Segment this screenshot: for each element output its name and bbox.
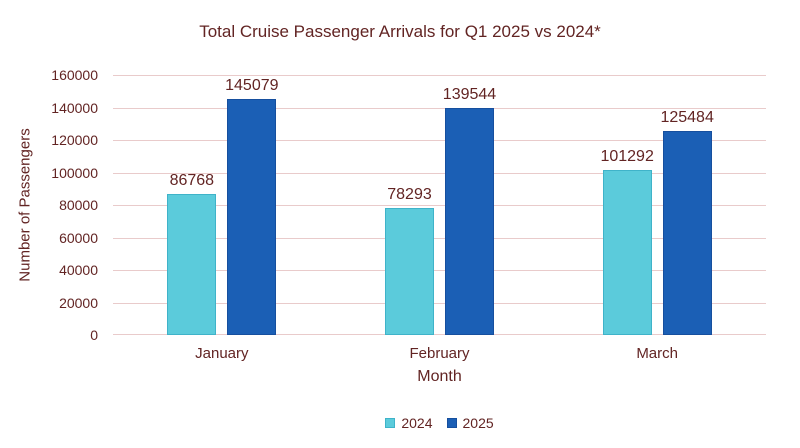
- data-label-2025-january: 145079: [225, 77, 279, 95]
- y-tick-label: 100000: [51, 164, 98, 181]
- legend-label-2024: 2024: [401, 415, 433, 431]
- gridline: [113, 107, 766, 109]
- data-label-2024-february: 78293: [387, 185, 432, 203]
- y-tick-label: 120000: [51, 132, 98, 148]
- bar-2025-february: [445, 108, 494, 335]
- data-label-2024-january: 86768: [169, 172, 215, 189]
- y-tick-label: 20000: [59, 294, 98, 311]
- bar-2025-january: [227, 99, 277, 335]
- gridline: [113, 140, 766, 141]
- y-tick-label: 0: [90, 327, 98, 343]
- y-tick-label: 60000: [59, 229, 98, 246]
- bar-2024-march: [602, 170, 652, 335]
- x-axis-title: Month: [417, 368, 462, 385]
- legend-label-2025: 2025: [462, 415, 494, 431]
- x-tick-label-march: March: [636, 345, 678, 362]
- gridline: [113, 302, 766, 304]
- x-tick-label-february: February: [409, 345, 470, 362]
- gridline: [113, 270, 766, 271]
- data-label-2025-february: 139544: [442, 86, 497, 104]
- y-axis-tick-labels: 160000 140000 120000 100000 80000 60000 40000 2…: [0, 67, 98, 343]
- gridline: [113, 334, 766, 335]
- data-label-2025-march: 125484: [660, 109, 714, 127]
- legend-swatch-2024: [385, 418, 396, 428]
- bar-2024-january: [167, 194, 217, 335]
- data-label-2024-march: 101292: [600, 148, 654, 166]
- x-tick-label-january: January: [195, 345, 249, 362]
- legend-swatch-2025: [446, 418, 457, 428]
- bar-2024-february: [385, 207, 434, 335]
- y-tick-label: 160000: [51, 67, 98, 83]
- chart-title: Total Cruise Passenger Arrivals for Q1 2…: [199, 22, 601, 41]
- gridline: [113, 172, 766, 174]
- y-tick-label: 40000: [59, 262, 98, 278]
- gridline: [113, 75, 766, 76]
- legend-item-2024: 2024: [385, 415, 433, 431]
- gridline: [113, 205, 766, 206]
- bar-2025-march: [662, 131, 712, 335]
- legend-item-2025: 2025: [446, 415, 494, 431]
- x-axis-tick-labels: January February March: [113, 345, 766, 365]
- gridline: [113, 237, 766, 239]
- y-tick-label: 80000: [59, 197, 98, 213]
- legend: 2024 2025: [113, 413, 766, 433]
- y-tick-label: 140000: [51, 99, 98, 116]
- plot-area: 86768 145079 78293 139544 101292 125484: [113, 75, 766, 335]
